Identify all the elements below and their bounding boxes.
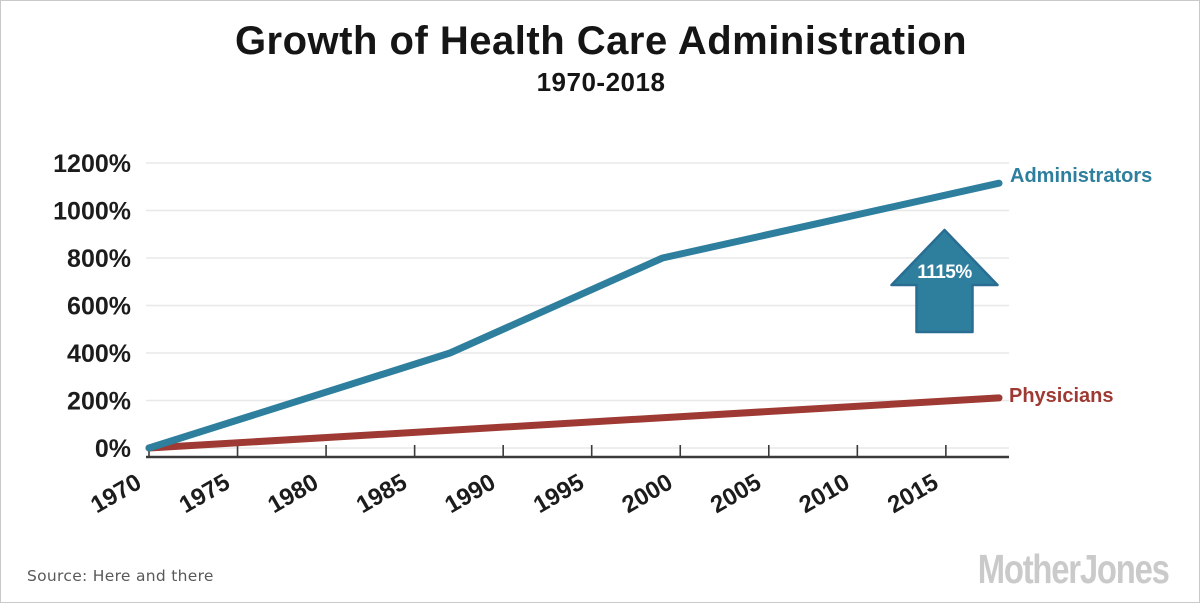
x-tick-label: 1985 — [352, 469, 412, 519]
x-tick-label: 1980 — [263, 469, 323, 519]
series-line-physicians — [145, 394, 1003, 452]
x-tick-label: 1975 — [175, 469, 235, 519]
y-tick-label: 400% — [67, 340, 131, 368]
source-note: Source: Here and there — [27, 567, 214, 585]
annotation-arrow-icon — [890, 228, 999, 334]
series-label-physicians: Physicians — [1009, 385, 1114, 407]
x-tick-label: 2000 — [618, 469, 678, 519]
x-tick-label: 1970 — [86, 469, 146, 519]
y-tick-label: 200% — [67, 388, 131, 416]
mother-jones-logo: MotherJones — [978, 546, 1170, 592]
chart-subtitle: 1970-2018 — [536, 67, 666, 97]
y-tick-label: 600% — [67, 293, 131, 321]
x-tick-label: 2010 — [795, 469, 855, 519]
y-tick-label: 1000% — [53, 198, 131, 226]
series-line-administrators — [145, 179, 1003, 452]
y-tick-label: 1200% — [53, 150, 131, 178]
x-tick-label: 1990 — [440, 469, 500, 519]
y-tick-label: 800% — [67, 245, 131, 273]
x-tick-label: 1995 — [529, 469, 589, 519]
x-tick-label: 2005 — [706, 469, 766, 519]
chart-title: Growth of Health Care Administration — [234, 19, 968, 63]
series-label-administrators: Administrators — [1010, 165, 1153, 187]
y-tick-label: 0% — [95, 435, 131, 463]
x-tick-label: 2015 — [883, 469, 943, 519]
annotation-value: 1115% — [917, 262, 972, 283]
